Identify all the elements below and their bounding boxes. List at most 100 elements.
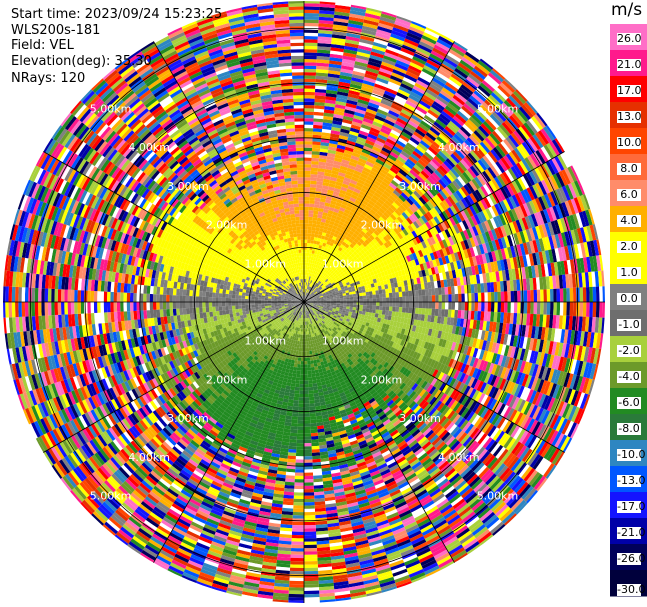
range-gate xyxy=(343,297,347,300)
range-gate xyxy=(306,282,309,286)
range-gate xyxy=(586,287,590,302)
range-gate xyxy=(412,296,416,302)
range-gate xyxy=(497,302,502,313)
range-gate xyxy=(503,155,514,168)
range-gate xyxy=(391,311,396,317)
range-gate xyxy=(490,302,495,312)
range-gate xyxy=(351,288,356,292)
range-gate xyxy=(418,41,434,51)
range-gate xyxy=(392,302,396,307)
range-gate xyxy=(427,146,439,156)
range-gate xyxy=(341,273,346,277)
range-gate xyxy=(391,30,407,39)
range-gate xyxy=(326,213,333,218)
range-gate xyxy=(306,259,309,263)
range-gate xyxy=(375,247,382,254)
range-gate xyxy=(343,112,355,119)
range-gate xyxy=(490,92,504,105)
range-gate xyxy=(369,271,375,277)
range-gate xyxy=(341,288,346,292)
range-gate xyxy=(347,164,356,171)
range-gate xyxy=(567,183,577,199)
range-gate xyxy=(559,152,571,168)
range-gate xyxy=(347,260,353,265)
range-gate xyxy=(467,152,478,164)
range-gate xyxy=(323,175,331,180)
range-gate xyxy=(317,284,321,289)
range-gate xyxy=(561,185,571,201)
range-gate xyxy=(338,274,343,279)
range-gate xyxy=(327,210,334,215)
range-gate xyxy=(345,102,357,109)
range-gate xyxy=(405,291,409,297)
range-gate xyxy=(311,154,320,159)
range-gate xyxy=(410,59,425,68)
range-gate xyxy=(497,159,508,172)
range-gate xyxy=(404,74,418,83)
range-gate xyxy=(372,164,382,172)
range-gate xyxy=(304,29,319,34)
range-gate xyxy=(319,151,328,157)
range-gate xyxy=(333,17,349,24)
range-gate xyxy=(356,51,371,58)
range-gate xyxy=(354,263,360,269)
range-gate xyxy=(469,95,482,107)
range-gate xyxy=(417,257,423,265)
range-gate xyxy=(368,173,377,180)
range-gate xyxy=(373,38,389,46)
range-gate xyxy=(341,253,346,259)
range-gate xyxy=(404,145,415,154)
range-gate xyxy=(369,95,382,103)
range-gate xyxy=(357,246,363,252)
range-gate xyxy=(412,150,422,160)
range-gate xyxy=(376,77,389,85)
range-gate xyxy=(307,279,309,283)
range-gate xyxy=(492,111,505,125)
range-gate xyxy=(323,265,328,269)
range-gate xyxy=(468,134,480,146)
range-gate xyxy=(415,307,419,315)
range-gate xyxy=(363,182,372,189)
range-gate xyxy=(385,116,397,124)
range-gate xyxy=(464,51,480,63)
range-gate xyxy=(336,284,340,288)
range-gate xyxy=(487,166,497,179)
range-gate xyxy=(402,163,412,172)
range-gate xyxy=(318,204,325,209)
range-gate xyxy=(478,125,490,138)
range-gate xyxy=(323,205,330,211)
range-gate xyxy=(376,29,392,37)
range-gate xyxy=(345,39,360,46)
range-gate xyxy=(374,221,381,228)
range-gate xyxy=(373,282,378,287)
range-gate xyxy=(335,261,340,266)
range-gate xyxy=(318,244,323,249)
range-gate xyxy=(513,110,527,125)
range-gate xyxy=(315,288,319,292)
range-gate xyxy=(308,216,313,221)
range-gate xyxy=(304,121,314,125)
range-gate xyxy=(314,275,318,279)
range-gate xyxy=(313,111,324,116)
range-gate xyxy=(332,283,337,288)
range-gate xyxy=(308,286,310,290)
range-gate xyxy=(517,177,527,191)
range-gate xyxy=(339,165,348,171)
range-gate xyxy=(375,242,382,248)
range-gate xyxy=(505,197,514,210)
range-gate xyxy=(359,259,365,265)
range-gate xyxy=(381,193,389,200)
range-gate xyxy=(312,134,322,139)
range-gate xyxy=(425,148,436,159)
range-gate xyxy=(418,123,430,132)
range-gate xyxy=(457,62,472,74)
range-gate xyxy=(351,121,362,128)
range-gate xyxy=(420,38,436,48)
range-gate xyxy=(381,244,387,251)
range-gate xyxy=(471,302,475,311)
range-gate xyxy=(505,183,515,197)
range-gate xyxy=(473,130,485,142)
range-gate xyxy=(304,180,311,184)
range-gate xyxy=(312,267,316,271)
range-gate xyxy=(599,286,603,302)
